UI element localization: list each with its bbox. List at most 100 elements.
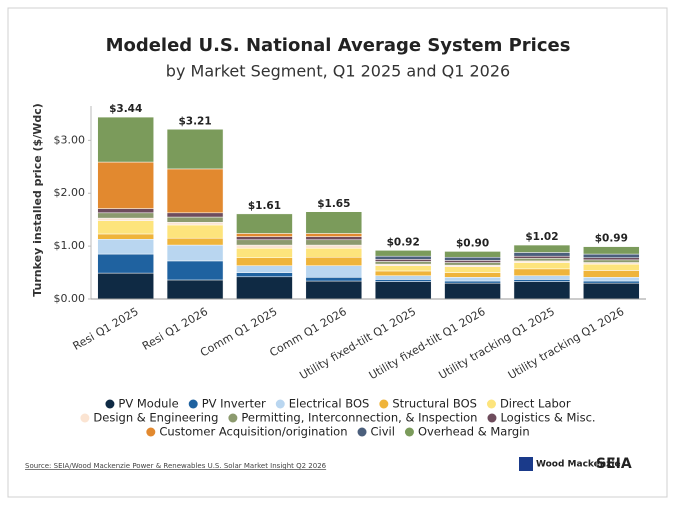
bar-segment: [513, 268, 571, 276]
legend-label: Customer Acquisition/origination: [159, 425, 347, 439]
bar-segment: [305, 244, 363, 249]
legend-swatch: [404, 427, 414, 437]
bar-segment: [374, 261, 432, 265]
logo: SEIA: [596, 456, 632, 472]
bar-segment: [513, 258, 571, 262]
bar-segment: [444, 256, 501, 261]
bar-segment: [166, 244, 224, 262]
bar-segment: [444, 251, 501, 258]
bar-segment: [374, 279, 432, 282]
logo-icon: [519, 457, 533, 471]
bar-segment: [444, 266, 501, 273]
bar-segment: [305, 247, 363, 258]
bar-segment: [236, 236, 293, 241]
bar-segment: [97, 208, 154, 214]
total-label: $1.02: [525, 231, 558, 243]
bar-segment: [166, 212, 224, 218]
bar-segment: [166, 216, 224, 223]
bar-segment: [583, 263, 640, 271]
bar-segment: [236, 272, 293, 278]
bar-segment: [166, 237, 224, 246]
legend-swatch: [188, 399, 198, 409]
legend-label: Overhead & Margin: [418, 425, 530, 439]
bar-segment: [444, 262, 501, 266]
legend-swatch: [228, 413, 238, 423]
bar-segment: [305, 265, 363, 278]
bar-segment: [583, 253, 640, 259]
total-label: $3.21: [178, 115, 211, 127]
bar-segment: [166, 129, 224, 170]
bar-segment: [583, 277, 640, 282]
bar-segment: [166, 279, 224, 300]
bar-segment: [513, 252, 571, 257]
bar-segment: [166, 222, 224, 226]
bar-segment: [444, 282, 501, 300]
bar-segment: [236, 213, 293, 234]
legend-label: PV Module: [118, 397, 178, 411]
total-label: $3.44: [109, 103, 142, 115]
legend-label: Structural BOS: [392, 397, 477, 411]
bar-segment: [97, 233, 154, 240]
legend-label: Logistics & Misc.: [500, 411, 595, 425]
bar-segment: [236, 247, 293, 259]
bar-segment: [374, 270, 432, 276]
y-tick-label: $0.00: [54, 292, 86, 305]
total-label: $1.61: [248, 200, 281, 212]
bar-segment: [583, 282, 640, 300]
legend-swatch: [357, 427, 367, 437]
bar-segment: [236, 265, 293, 273]
bar-segment: [444, 272, 501, 278]
bar-segment: [97, 217, 154, 221]
bar-segment: [583, 280, 640, 284]
y-tick-label: $1.00: [54, 239, 86, 252]
bar-segment: [305, 239, 363, 246]
total-label: $0.99: [595, 233, 628, 245]
bar-segment: [513, 275, 571, 280]
bar-segment: [444, 260, 501, 263]
bar-segment: [166, 260, 224, 281]
bar-segment: [97, 253, 154, 274]
chart-title: Modeled U.S. National Average System Pri…: [106, 35, 571, 56]
bar-segment: [305, 256, 363, 266]
bar-segment: [374, 265, 432, 272]
bar-segment: [236, 233, 293, 237]
bar-segment: [374, 250, 432, 257]
bar-segment: [513, 244, 571, 253]
y-tick-label: $2.00: [54, 186, 86, 199]
bar-segment: [97, 272, 154, 300]
bar-segment: [583, 246, 640, 255]
legend-swatch: [146, 427, 156, 437]
bar-segment: [236, 244, 293, 249]
bar-segment: [374, 275, 432, 280]
bar-segment: [305, 233, 363, 237]
logo: Wood Mackenzie: [536, 460, 621, 470]
bar-segment: [583, 257, 640, 261]
legend-label: Permitting, Interconnection, & Inspectio…: [241, 411, 477, 425]
bar-segment: [305, 280, 363, 300]
bar-segment: [513, 262, 571, 270]
y-tick-label: $3.00: [54, 133, 86, 146]
bar-segment: [513, 279, 571, 282]
bar-segment: [97, 212, 154, 219]
bar-segment: [374, 281, 432, 300]
bar-segment: [513, 255, 571, 259]
bar-segment: [236, 239, 293, 246]
y-axis-label: Turnkey installed price ($/Wdc): [31, 103, 44, 297]
source: Source: SEIA/Wood Mackenzie Power & Rene…: [25, 462, 327, 470]
bar-segment: [97, 220, 154, 235]
legend-label: Civil: [371, 425, 395, 439]
bar-segment: [444, 277, 501, 282]
bar-segment: [305, 211, 363, 234]
legend-swatch: [80, 413, 90, 423]
bar-segment: [97, 161, 154, 209]
bar-segment: [236, 276, 293, 300]
total-label: $0.90: [456, 237, 489, 249]
bar-segment: [583, 259, 640, 263]
bar-segment: [444, 280, 501, 284]
bar-segment: [305, 236, 363, 241]
total-label: $1.65: [317, 198, 350, 210]
legend-label: Direct Labor: [500, 397, 571, 411]
legend-label: PV Inverter: [202, 397, 266, 411]
legend-swatch: [486, 399, 496, 409]
